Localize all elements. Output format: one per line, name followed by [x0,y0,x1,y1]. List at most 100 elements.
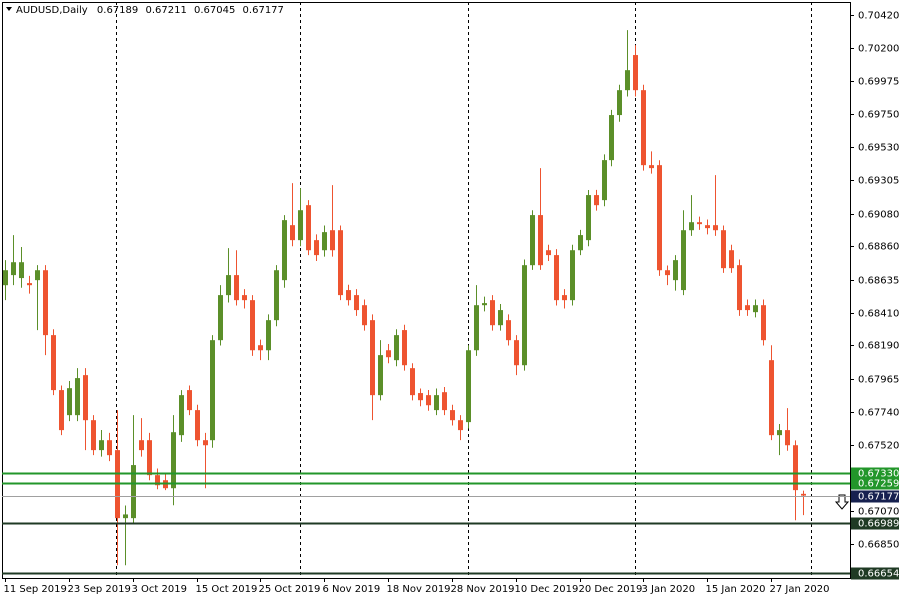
candle-body [570,250,575,301]
candle-body [490,300,495,326]
candle-body [633,55,638,91]
candle-body [625,70,630,91]
x-tick-label: 3 Jan 2020 [642,584,696,595]
candle-body [274,270,279,321]
y-tick-label: 0.68860 [858,242,899,253]
candle-body [578,235,583,251]
x-tick-label: 15 Oct 2019 [196,584,258,595]
candle-body [554,255,559,301]
candle-body [506,320,511,341]
candle-body [258,345,263,351]
candle-body [43,270,48,336]
candle-body [466,350,471,423]
candle-body [705,225,710,229]
candle-body [139,440,144,451]
candle-body [370,320,375,396]
candle-body [322,232,327,251]
level-label-bg [851,517,899,530]
x-tick-label: 3 Oct 2019 [132,584,187,595]
candle-body [75,378,80,416]
candle-body [785,430,790,446]
y-tick-label: 0.69750 [858,110,899,121]
header-open: 0.67189 [97,5,138,16]
candle-body [641,90,646,166]
candle-body [474,305,479,351]
x-tick-label: 25 Oct 2019 [259,584,321,595]
candle-body [801,493,806,496]
y-tick-label: 0.69530 [858,143,899,154]
candle-body [35,270,40,281]
candle-body [546,250,551,256]
symbol: AUDUSD,Daily [16,5,88,16]
candle-body [218,295,223,341]
candle-body [777,430,782,436]
y-tick-label: 0.68635 [858,276,899,287]
candle-body [123,514,128,519]
header: AUDUSD,Daily 0.67189 0.67211 0.67045 0.6… [16,5,284,16]
header-low: 0.67045 [194,5,235,16]
candle-body [737,265,742,311]
bid-label: 0.67177 [858,492,899,503]
y-tick-label: 0.69305 [858,176,899,187]
candle-body [282,220,287,281]
y-tick-label: 0.70420 [858,11,899,22]
candle-body [346,290,351,301]
candle-body [266,320,271,351]
candle-body [298,210,303,241]
header-close: 0.67177 [243,5,284,16]
candle-body [234,275,239,301]
candle-body [131,465,136,519]
candle-body [306,205,311,251]
candle-body [107,440,112,456]
candle-body [586,195,591,241]
candle-body [602,160,607,201]
y-tick-label: 0.68190 [858,341,899,352]
y-tick-label: 0.67965 [858,375,899,386]
candle-body [681,230,686,291]
candle-body [242,295,247,301]
candle-body [203,440,208,446]
level-label-bg [851,567,899,580]
plot-area [3,30,806,566]
candle-body [442,392,447,411]
candle-body [19,262,24,279]
bid-label-bg [851,490,899,503]
candle-body [594,195,599,206]
y-tick-label: 0.68410 [858,309,899,320]
candle-body [386,350,391,358]
candle-body [195,410,200,441]
y-tick-label: 0.67740 [858,408,899,419]
candle-body [713,225,718,231]
y-tick-label: 0.69975 [858,77,899,88]
candle-body [99,440,104,451]
x-tick-label: 28 Nov 2019 [451,584,515,595]
header-high: 0.67211 [145,5,186,16]
candle-body [362,305,367,326]
y-tick-label: 0.70200 [858,44,899,55]
x-tick-label: 18 Nov 2019 [387,584,451,595]
candle-body [450,410,455,421]
candle-body [426,395,431,406]
candle-body [187,390,192,411]
candle-body [354,295,359,311]
candle-body [155,475,160,486]
candle-body [649,165,654,169]
candle-body [67,388,72,416]
x-tick-label: 6 Nov 2019 [323,584,381,595]
candle-body [434,395,439,411]
candle-body [378,355,383,396]
candle-body [753,305,758,313]
x-tick-label: 27 Jan 2020 [770,584,830,595]
level-label: 0.66989 [858,519,899,530]
candle-body [458,420,463,431]
level-label: 0.66654 [858,569,899,580]
candle-body [226,275,231,296]
x-tick-label: 23 Sep 2019 [68,584,131,595]
candle-body [394,335,399,361]
candle-body [179,395,184,436]
candle-body [745,305,750,311]
candle-body [538,215,543,266]
candle-body [609,115,614,161]
